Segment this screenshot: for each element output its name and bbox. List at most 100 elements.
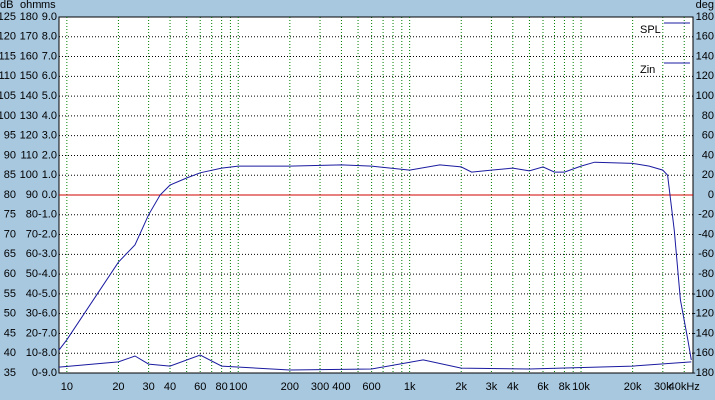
ohm-tick-label: 120	[20, 130, 38, 142]
y2-tick-label: -100	[692, 288, 714, 300]
series-line	[58, 354, 692, 371]
y2-tick-label: -40	[698, 228, 714, 240]
legend-label: SPL	[640, 24, 661, 36]
y-tick-label: 60	[4, 268, 16, 280]
y-tick-label: 90	[4, 149, 16, 161]
y2-tick-label: 140	[696, 50, 714, 62]
y-tick-label: 115	[0, 50, 16, 62]
x-tick-label: 3k	[486, 381, 498, 393]
y2-tick-label: 100	[696, 90, 714, 102]
ohm-tick-label: 0	[32, 367, 38, 379]
y2-tick-label: -80	[698, 268, 714, 280]
ohm-tick-label: 30	[26, 308, 38, 320]
y-tick-label: 40	[4, 347, 16, 359]
y2-tick-label: 160	[696, 31, 714, 43]
ohm-tick-label: 160	[20, 50, 38, 62]
y-axis-label: dB	[0, 0, 13, 11]
y-tick-label: 45	[4, 327, 16, 339]
ohm-tick-label: 70	[26, 228, 38, 240]
x-tick-label: 2k	[455, 381, 467, 393]
ohm-tick-label: 80	[26, 209, 38, 221]
ms-tick-label: 9.0	[42, 11, 57, 23]
ohm-tick-label: 150	[20, 70, 38, 82]
ms-axis-label: ms	[41, 0, 56, 11]
ms-tick-label: -2.0	[38, 228, 57, 240]
y2-tick-label: 0	[708, 189, 714, 201]
x-tick-label: 100	[229, 381, 247, 393]
x-tick-label: 40kHz	[669, 381, 700, 393]
ms-tick-label: -3.0	[38, 248, 57, 260]
y-tick-label: 105	[0, 90, 16, 102]
x-tick-label: 4k	[507, 381, 519, 393]
y2-tick-label: -180	[692, 367, 714, 379]
x-tick-label: 600	[362, 381, 380, 393]
x-tick-label: 80	[216, 381, 228, 393]
x-tick-label: 30k	[654, 381, 672, 393]
x-tick-label: 400	[332, 381, 350, 393]
y-tick-label: 125	[0, 11, 16, 23]
y2-tick-label: -160	[692, 347, 714, 359]
y-tick-label: 95	[4, 130, 16, 142]
y2-tick-label: 180	[696, 11, 714, 23]
ohm-tick-label: 90	[26, 189, 38, 201]
x-tick-label: 10	[61, 381, 73, 393]
y-tick-label: 80	[4, 189, 16, 201]
ohm-tick-label: 40	[26, 288, 38, 300]
y2-tick-label: 120	[696, 70, 714, 82]
y-tick-label: 85	[4, 169, 16, 181]
x-tick-label: 40	[164, 381, 176, 393]
y-tick-label: 75	[4, 209, 16, 221]
y-tick-label: 35	[4, 367, 16, 379]
x-tick-label: 10k	[572, 381, 590, 393]
ohm-tick-label: 10	[26, 347, 38, 359]
ms-tick-label: -7.0	[38, 327, 57, 339]
y2-tick-label: -120	[692, 308, 714, 320]
ms-tick-label: 2.0	[42, 149, 57, 161]
ms-tick-label: 5.0	[42, 90, 57, 102]
y2-axis-label: deg	[696, 0, 714, 11]
y-tick-label: 65	[4, 248, 16, 260]
legend-label: Zin	[640, 64, 655, 76]
y-tick-label: 120	[0, 31, 16, 43]
y2-tick-label: -60	[698, 248, 714, 260]
y-tick-label: 50	[4, 308, 16, 320]
y2-tick-label: -20	[698, 209, 714, 221]
ms-tick-label: 4.0	[42, 110, 57, 122]
ohm-tick-label: 50	[26, 268, 38, 280]
series-line	[58, 161, 692, 360]
x-tick-label: 60	[194, 381, 206, 393]
y2-tick-label: 20	[702, 169, 714, 181]
y2-tick-label: 60	[702, 130, 714, 142]
ms-tick-label: 6.0	[42, 70, 57, 82]
ohm-tick-label: 20	[26, 327, 38, 339]
ohm-tick-label: 170	[20, 31, 38, 43]
ms-tick-label: -4.0	[38, 268, 57, 280]
ohm-tick-label: 100	[20, 169, 38, 181]
ms-tick-label: -8.0	[38, 347, 57, 359]
y2-tick-label: 40	[702, 149, 714, 161]
y2-tick-label: -140	[692, 327, 714, 339]
x-tick-label: 20k	[624, 381, 642, 393]
ms-tick-label: -9.0	[38, 367, 57, 379]
ms-tick-label: 0.0	[42, 189, 57, 201]
ms-tick-label: -1.0	[38, 209, 57, 221]
ohm-tick-label: 130	[20, 110, 38, 122]
x-tick-label: 200	[281, 381, 299, 393]
ms-tick-label: 1.0	[42, 169, 57, 181]
ohm-tick-label: 140	[20, 90, 38, 102]
ohm-axis-label: ohm	[20, 0, 41, 11]
y-tick-label: 110	[0, 70, 16, 82]
y-tick-label: 55	[4, 288, 16, 300]
x-tick-label: 20	[112, 381, 124, 393]
y-tick-label: 70	[4, 228, 16, 240]
ms-tick-label: 3.0	[42, 130, 57, 142]
x-tick-label: 8k	[559, 381, 571, 393]
y2-tick-label: 80	[702, 110, 714, 122]
x-tick-label: 30	[142, 381, 154, 393]
ms-tick-label: -5.0	[38, 288, 57, 300]
ohm-tick-label: 110	[20, 149, 38, 161]
y-tick-label: 100	[0, 110, 16, 122]
x-tick-label: 1k	[404, 381, 416, 393]
ohm-tick-label: 180	[20, 11, 38, 23]
